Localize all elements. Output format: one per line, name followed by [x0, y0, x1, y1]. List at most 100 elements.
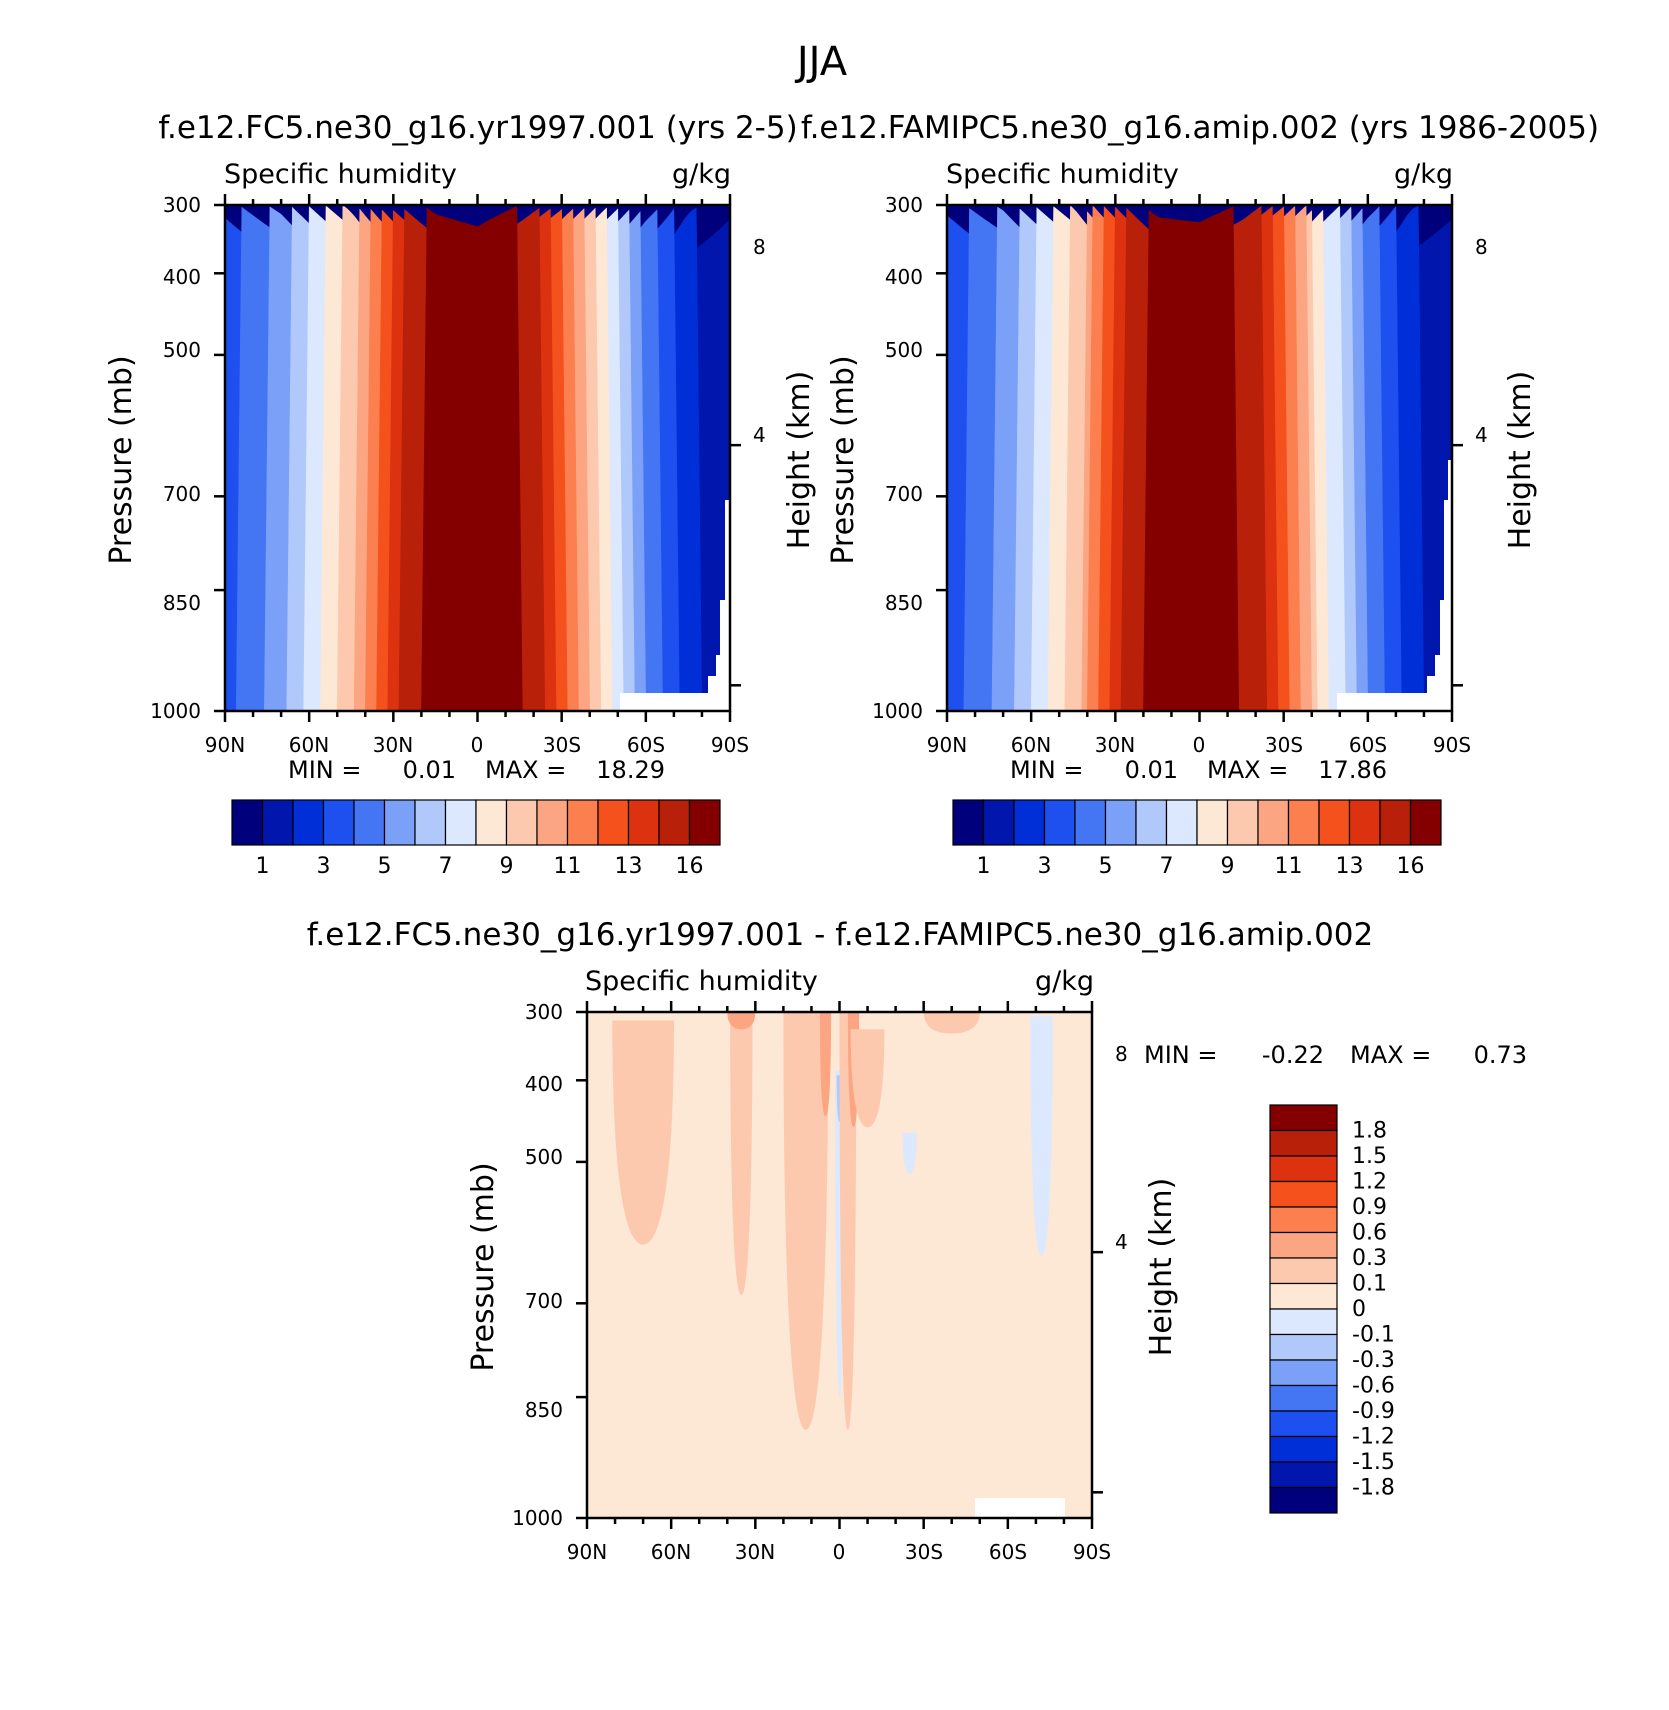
colorbar-swatch — [1269, 1155, 1338, 1183]
panel-1-colorbar-labels: 1 3 5 7 9 11 13 16 — [256, 854, 704, 879]
panel-3-height-tick-label: 8 — [1115, 1042, 1128, 1066]
colorbar-swatch — [1196, 799, 1229, 846]
panel-1-x-tick-label: 30N — [373, 733, 413, 757]
colorbar-swatch — [1013, 799, 1046, 846]
panel-3-colorbar — [1269, 1104, 1338, 1514]
colorbar-swatch — [1287, 799, 1320, 846]
panel-1-y-tick-label: 850 — [163, 591, 201, 615]
contour-band-level-16 — [225, 205, 730, 711]
colorbar-label: -0.1 — [1352, 1323, 1395, 1348]
panel-1-variable-label: Specific humidity — [224, 159, 457, 190]
panel-3-x-tick-label: 60N — [651, 1540, 691, 1564]
panel-2-right-axis-label: Height (km) — [1503, 371, 1538, 550]
panel-3-x-tick-label: 30S — [905, 1540, 943, 1564]
panel-1-contour-fills — [225, 205, 730, 711]
colorbar-swatch — [536, 799, 569, 846]
colorbar-label: 1.2 — [1352, 1170, 1387, 1195]
colorbar-label: -1.2 — [1352, 1425, 1395, 1450]
colorbar-swatch — [383, 799, 416, 846]
contour-band-level-16 — [947, 206, 1452, 711]
colorbar-label: 7 — [439, 854, 453, 879]
panel-2-y-tick-label: 500 — [885, 338, 923, 362]
colorbar-label: 13 — [1336, 854, 1364, 879]
colorbar-label: -1.5 — [1352, 1450, 1395, 1475]
difference-feature — [730, 1012, 753, 1295]
colorbar-swatch — [627, 799, 660, 846]
panel-3-y-tick-label: 300 — [525, 1000, 563, 1024]
colorbar-swatch — [1269, 1180, 1338, 1208]
colorbar-swatch — [1379, 799, 1412, 846]
panel-3-y-tick-label: 850 — [525, 1398, 563, 1422]
panel-1-x-tick-label: 30S — [543, 733, 581, 757]
panel-2-height-tick-label: 4 — [1475, 423, 1488, 447]
panel-3-height-tick-label: 4 — [1115, 1230, 1128, 1254]
colorbar-label: 3 — [1038, 854, 1052, 879]
panel-1-y-tick-label: 1000 — [150, 699, 201, 723]
panel-3-y-tick-label: 700 — [525, 1289, 563, 1313]
colorbar-label: 0.6 — [1352, 1221, 1387, 1246]
panel-1-plot-area — [225, 205, 730, 711]
panel-3-min-value: -0.22 — [1262, 1041, 1324, 1069]
panel-2: f.e12.FAMIPC5.ne30_g16.amip.002 (yrs 198… — [801, 110, 1599, 879]
colorbar-label: 0.1 — [1352, 1272, 1387, 1297]
panel-2-height-tick-label: 8 — [1475, 235, 1488, 259]
panel-2-y-tick-label: 850 — [885, 591, 923, 615]
panel-2-min-label: MIN = — [1010, 756, 1083, 784]
colorbar-swatch — [566, 799, 599, 846]
colorbar-swatch — [658, 799, 691, 846]
colorbar-swatch — [1269, 1308, 1338, 1336]
panel-2-y-tick-label: 1000 — [872, 699, 923, 723]
panel-2-tick-marks — [936, 194, 1463, 722]
colorbar-swatch — [1269, 1257, 1338, 1285]
panel-3-variable-label: Specific humidity — [585, 966, 818, 997]
colorbar-swatch — [1269, 1206, 1338, 1234]
panel-1-min-label: MIN = — [288, 756, 361, 784]
panel-2-plot-area — [947, 205, 1452, 711]
panel-2-missing-data-mask — [1337, 460, 1452, 711]
colorbar-swatch — [475, 799, 508, 846]
panel-2-units-label: g/kg — [1394, 159, 1453, 190]
colorbar-swatch — [261, 799, 294, 846]
colorbar-label: 13 — [615, 854, 643, 879]
panel-3-plot-area — [587, 1012, 1092, 1518]
difference-feature — [612, 1020, 674, 1245]
colorbar-swatch — [1318, 799, 1351, 846]
panel-2-x-tick-label: 30S — [1265, 733, 1303, 757]
difference-feature — [727, 1012, 756, 1030]
panel-1-x-tick-label: 0 — [471, 733, 484, 757]
panel-3-y-tick-label: 1000 — [512, 1506, 563, 1530]
panel-1-y-tick-label: 400 — [163, 265, 201, 289]
colorbar-swatch — [1104, 799, 1137, 846]
colorbar-swatch — [1269, 1461, 1338, 1489]
panel-1-y-axis-label: Pressure (mb) — [104, 355, 139, 564]
panel-2-min-value: 0.01 — [1125, 756, 1178, 784]
panel-1-y-tick-label: 700 — [163, 482, 201, 506]
colorbar-swatch — [1269, 1104, 1338, 1132]
colorbar-label: 16 — [676, 854, 704, 879]
colorbar-label: 5 — [1099, 854, 1113, 879]
panel-3-max-value: 0.73 — [1474, 1041, 1527, 1069]
panel-1-x-tick-label: 60N — [289, 733, 329, 757]
panel-3-y-tick-label: 400 — [525, 1072, 563, 1096]
colorbar-swatch — [1269, 1359, 1338, 1387]
panel-3-units-label: g/kg — [1035, 966, 1094, 997]
colorbar-swatch — [231, 799, 264, 846]
panel-1-y-tick-label: 500 — [163, 338, 201, 362]
colorbar-label: -0.6 — [1352, 1374, 1395, 1399]
colorbar-swatch — [1269, 1384, 1338, 1412]
colorbar-swatch — [952, 799, 985, 846]
panel-1-x-tick-label: 90S — [711, 733, 749, 757]
colorbar-label: 11 — [1275, 854, 1303, 879]
colorbar-label: 1.8 — [1352, 1119, 1387, 1144]
panel-3-y-tick-label: 500 — [525, 1145, 563, 1169]
panel-2-x-tick-label: 0 — [1193, 733, 1206, 757]
panel-1-title: f.e12.FC5.ne30_g16.yr1997.001 (yrs 2-5) — [158, 110, 797, 146]
colorbar-label: 16 — [1397, 854, 1425, 879]
colorbar-swatch — [982, 799, 1015, 846]
panel-1-y-tick-label: 300 — [163, 193, 201, 217]
panel-1-min-value: 0.01 — [403, 756, 456, 784]
colorbar-swatch — [1269, 1231, 1338, 1259]
colorbar-label: 1 — [256, 854, 270, 879]
colorbar-swatch — [1409, 799, 1442, 846]
